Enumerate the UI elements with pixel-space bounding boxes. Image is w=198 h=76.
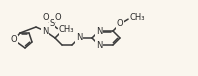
Text: O: O	[55, 12, 61, 22]
Text: N: N	[76, 34, 82, 42]
Text: O: O	[43, 12, 49, 22]
Text: CH₃: CH₃	[130, 14, 146, 22]
Text: O: O	[11, 35, 17, 45]
Text: N: N	[42, 27, 48, 35]
Text: S: S	[49, 20, 55, 28]
Text: O: O	[117, 20, 123, 28]
Text: CH₃: CH₃	[59, 26, 74, 35]
Text: N: N	[96, 41, 102, 49]
Text: N: N	[96, 27, 102, 35]
